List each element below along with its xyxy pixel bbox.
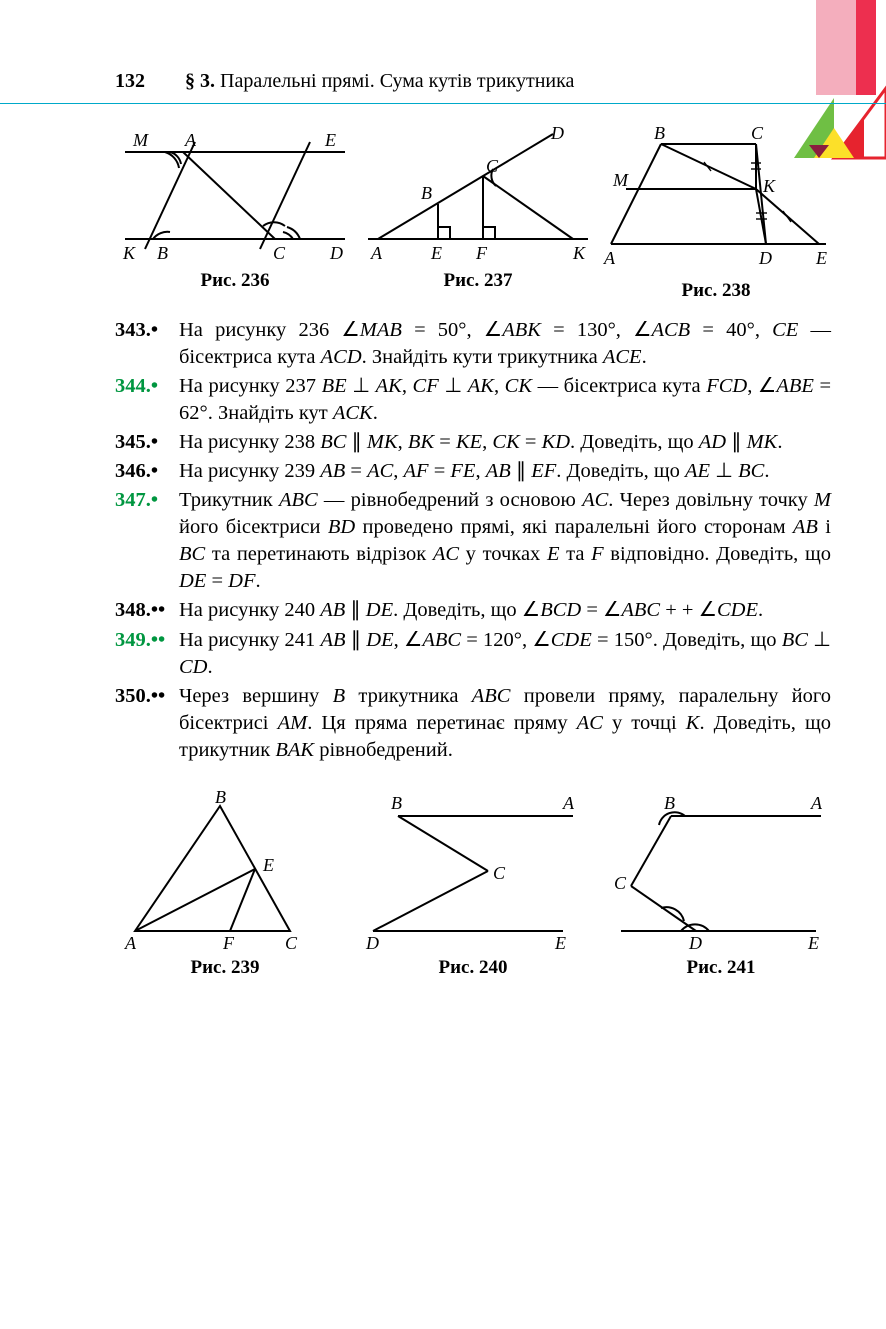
svg-text:D: D (550, 124, 564, 143)
problem-349: 349.•• На рисунку 241 AB ∥ DE, ∠ABC = 12… (115, 627, 831, 681)
svg-text:K: K (572, 243, 586, 263)
problem-348: 348.•• На рисунку 240 AB ∥ DE. Доведіть,… (115, 597, 831, 624)
page-header: 132 § 3. Паралельні прямі. Сума кутів тр… (0, 0, 886, 104)
figure-241-caption: Рис. 241 (611, 957, 831, 979)
figure-238-caption: Рис. 238 (601, 280, 831, 302)
figures-bottom-row: B E A F C Рис. 239 B A C D E (0, 766, 886, 984)
svg-text:A: A (124, 933, 137, 951)
figure-236-caption: Рис. 236 (115, 270, 355, 292)
svg-text:K: K (122, 243, 136, 263)
problem-text: На рисунку 236 ∠MAB = 50°, ∠ABK = 130°, … (179, 317, 831, 371)
svg-text:A: A (370, 243, 383, 263)
svg-text:E: E (807, 933, 819, 951)
problem-number: 345.• (115, 429, 179, 456)
problem-text: На рисунку 241 AB ∥ DE, ∠ABC = 120°, ∠CD… (179, 627, 831, 681)
problem-list: 343.• На рисунку 236 ∠MAB = 50°, ∠ABK = … (0, 307, 886, 764)
figure-241-svg: B A C D E (611, 791, 831, 951)
svg-text:C: C (285, 933, 298, 951)
figure-237-svg: D C B A E F K (363, 124, 593, 264)
svg-text:D: D (688, 933, 702, 951)
problem-text: На рисунку 240 AB ∥ DE. Доведіть, що ∠BC… (179, 597, 831, 624)
svg-text:M: M (612, 170, 629, 190)
svg-text:B: B (157, 243, 168, 263)
svg-text:E: E (815, 248, 827, 268)
svg-text:A: A (810, 793, 823, 813)
page-number: 132 (115, 70, 145, 92)
svg-text:K: K (762, 176, 776, 196)
problem-text: Через вершину B трикутника ABC провели п… (179, 683, 831, 764)
svg-text:B: B (421, 183, 432, 203)
page: 132 § 3. Паралельні прямі. Сума кутів тр… (0, 0, 886, 1329)
svg-text:B: B (664, 793, 675, 813)
figure-241: B A C D E Рис. 241 (611, 791, 831, 979)
problem-text: На рисунку 238 BC ∥ MK, BK = KE, CK = KD… (179, 429, 831, 456)
figure-240: B A C D E Рис. 240 (363, 791, 583, 979)
figure-236: M A E K B C D Рис. 236 (115, 124, 355, 302)
svg-text:M: M (132, 130, 149, 150)
problem-347: 347.• Трикутник ABC — рівнобедрений з ос… (115, 487, 831, 595)
svg-text:E: E (554, 933, 566, 951)
problem-350: 350.•• Через вершину B трикутника ABC пр… (115, 683, 831, 764)
svg-text:E: E (430, 243, 442, 263)
problem-text: Трикутник ABC — рівнобедрений з основою … (179, 487, 831, 595)
problem-344: 344.• На рисунку 237 BE ⊥ AK, CF ⊥ AK, C… (115, 373, 831, 427)
figure-240-caption: Рис. 240 (363, 957, 583, 979)
svg-text:B: B (654, 124, 665, 143)
figure-236-svg: M A E K B C D (115, 124, 355, 264)
svg-text:B: B (391, 793, 402, 813)
svg-text:C: C (273, 243, 286, 263)
problem-345: 345.• На рисунку 238 BC ∥ MK, BK = KE, C… (115, 429, 831, 456)
svg-text:F: F (475, 243, 488, 263)
problem-346: 346.• На рисунку 239 AB = AC, AF = FE, A… (115, 458, 831, 485)
svg-text:B: B (215, 791, 226, 807)
figure-239-svg: B E A F C (115, 791, 335, 951)
svg-text:C: C (486, 156, 499, 176)
problem-343: 343.• На рисунку 236 ∠MAB = 50°, ∠ABK = … (115, 317, 831, 371)
figure-237-caption: Рис. 237 (363, 270, 593, 292)
figure-237: D C B A E F K Рис. 237 (363, 124, 593, 302)
svg-text:C: C (493, 863, 506, 883)
figure-239: B E A F C Рис. 239 (115, 791, 335, 979)
svg-text:D: D (365, 933, 379, 951)
svg-text:D: D (758, 248, 772, 268)
svg-text:C: C (614, 873, 627, 893)
figure-239-caption: Рис. 239 (115, 957, 335, 979)
svg-text:A: A (562, 793, 575, 813)
svg-text:E: E (324, 130, 336, 150)
figure-240-svg: B A C D E (363, 791, 583, 951)
problem-number: 343.• (115, 317, 179, 371)
svg-text:A: A (603, 248, 616, 268)
svg-text:E: E (262, 855, 274, 875)
problem-number: 350.•• (115, 683, 179, 764)
problem-number: 347.• (115, 487, 179, 595)
problem-number: 348.•• (115, 597, 179, 624)
problem-number: 346.• (115, 458, 179, 485)
svg-text:A: A (184, 130, 197, 150)
svg-text:D: D (329, 243, 343, 263)
problem-number: 349.•• (115, 627, 179, 681)
svg-text:F: F (222, 933, 235, 951)
problem-text: На рисунку 237 BE ⊥ AK, CF ⊥ AK, CK — бі… (179, 373, 831, 427)
problem-number: 344.• (115, 373, 179, 427)
section-title: § 3. Паралельні прямі. Сума кутів трикут… (185, 70, 574, 92)
problem-text: На рисунку 239 AB = AC, AF = FE, AB ∥ EF… (179, 458, 831, 485)
